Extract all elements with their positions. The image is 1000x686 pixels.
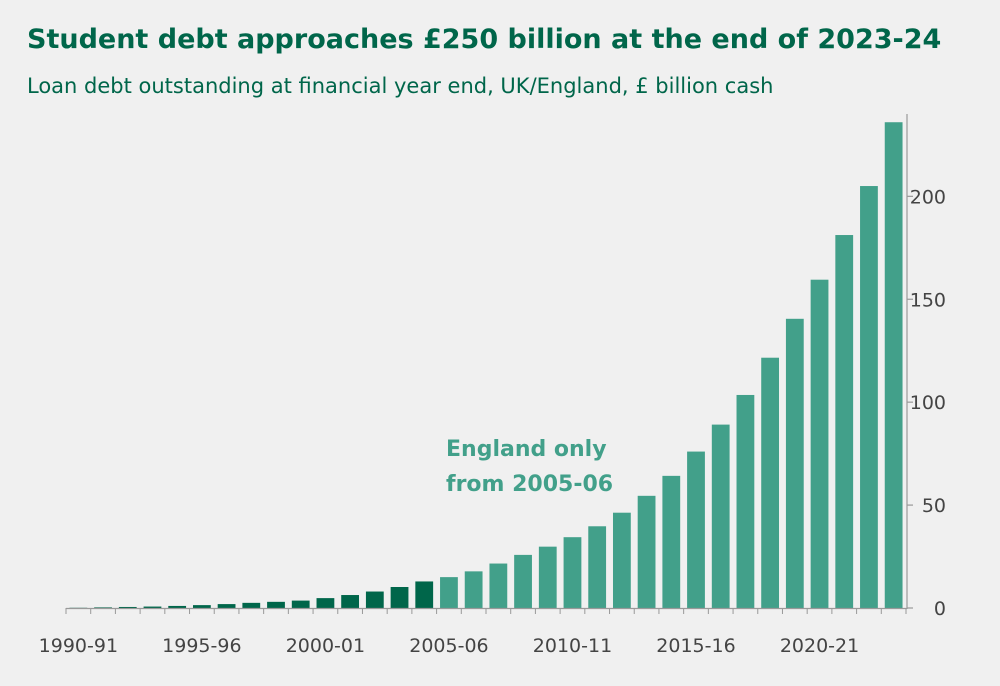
x-tick-label: 1990-91: [39, 635, 118, 657]
bar-2003-04: [390, 587, 409, 608]
x-tick-label: 2020-21: [780, 635, 859, 657]
bar-2005-06: [440, 577, 458, 609]
chart-title: Student debt approaches £250 billion at …: [27, 24, 942, 55]
bar-1998-99: [267, 601, 285, 608]
bar-2014-15: [662, 475, 681, 608]
bar-1995-96: [192, 605, 211, 608]
y-tick-label: 0: [934, 598, 946, 620]
y-tick-label: 150: [910, 289, 946, 311]
x-axis: 1990-91 1995-96 2000-01 2005-06 2010-11 2015-…: [39, 607, 907, 657]
annotation-label: England only: [446, 437, 607, 462]
bar-2001-02: [341, 595, 360, 608]
y-tick-label: 100: [910, 392, 946, 414]
bar-2006-07: [464, 571, 483, 608]
annotations: England only from 2005-06: [446, 437, 613, 497]
bar-1992-93: [118, 606, 137, 608]
annotation-label: from 2005-06: [446, 472, 613, 497]
bar-1993-94: [143, 606, 162, 608]
bar-1997-98: [242, 602, 261, 608]
bar-2015-16: [687, 451, 705, 608]
bar-2012-13: [612, 512, 631, 608]
bar-2020-21: [810, 279, 829, 608]
x-tick-label: 2015-16: [656, 635, 735, 657]
bar-2009-10: [538, 546, 557, 608]
bar-1994-95: [168, 605, 187, 608]
y-tick-label: 200: [910, 186, 946, 208]
bar-2021-22: [835, 235, 854, 608]
bar-2002-03: [365, 591, 384, 608]
x-tick-label: 1995-96: [162, 635, 241, 657]
bar-2004-05: [415, 581, 434, 608]
bar-2007-08: [489, 563, 508, 608]
bar-2017-18: [736, 394, 755, 608]
bar-2022-23: [860, 186, 878, 609]
y-tick-label: 50: [922, 495, 946, 517]
bar-2016-17: [711, 424, 730, 608]
x-tick-label: 2000-01: [286, 635, 365, 657]
bar-2019-20: [785, 318, 804, 608]
bar-1996-97: [217, 604, 236, 608]
bar-2018-19: [761, 357, 780, 608]
y-axis: 0 50 100 150 200: [906, 114, 946, 620]
bar-2008-09: [514, 554, 532, 608]
bar-1991-92: [94, 607, 112, 609]
bar-series: [69, 122, 903, 609]
bar-1999-00: [291, 600, 310, 608]
bar-2023-24: [884, 122, 903, 608]
chart-subtitle: Loan debt outstanding at financial year …: [27, 74, 774, 98]
x-tick-label: 2005-06: [409, 635, 488, 657]
x-tick-label: 2010-11: [533, 635, 612, 657]
bar-2010-11: [563, 537, 582, 608]
bar-2011-12: [588, 526, 607, 608]
bar-2000-01: [316, 598, 335, 608]
bar-2013-14: [637, 495, 656, 608]
